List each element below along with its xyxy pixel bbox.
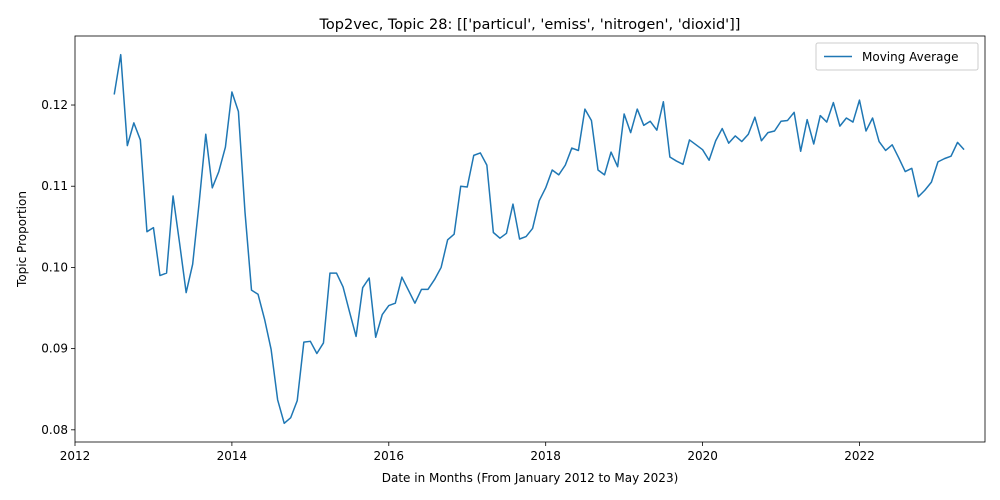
x-tick-label: 2022 — [844, 449, 875, 463]
x-tick-label: 2020 — [687, 449, 718, 463]
legend-box — [815, 42, 979, 71]
y-tick-label: 0.12 — [41, 98, 68, 112]
x-axis-ticks: 2012 2014 2016 2018 2020 2022 — [60, 442, 875, 463]
chart-title: Top2vec, Topic 28: [['particul', 'emiss'… — [319, 17, 741, 33]
legend-label: Moving Average — [862, 50, 958, 64]
series-layer — [113, 53, 965, 425]
series-line-moving-average — [113, 53, 965, 425]
x-axis-label: Date in Months (From January 2012 to May… — [382, 471, 679, 485]
plot-area — [74, 35, 986, 443]
x-tick-label: 2012 — [60, 449, 91, 463]
y-tick-label: 0.09 — [41, 342, 68, 356]
y-axis-ticks: 0.08 0.09 0.10 0.11 0.12 — [41, 98, 75, 437]
y-tick-label: 0.08 — [41, 423, 68, 437]
x-tick-label: 2018 — [530, 449, 561, 463]
y-tick-label: 0.11 — [41, 179, 68, 193]
x-tick-label: 2014 — [217, 449, 248, 463]
legend: Moving Average — [815, 42, 979, 71]
x-tick-label: 2016 — [374, 449, 405, 463]
y-axis-label: Topic Proportion — [15, 191, 29, 288]
y-tick-label: 0.10 — [41, 260, 68, 274]
